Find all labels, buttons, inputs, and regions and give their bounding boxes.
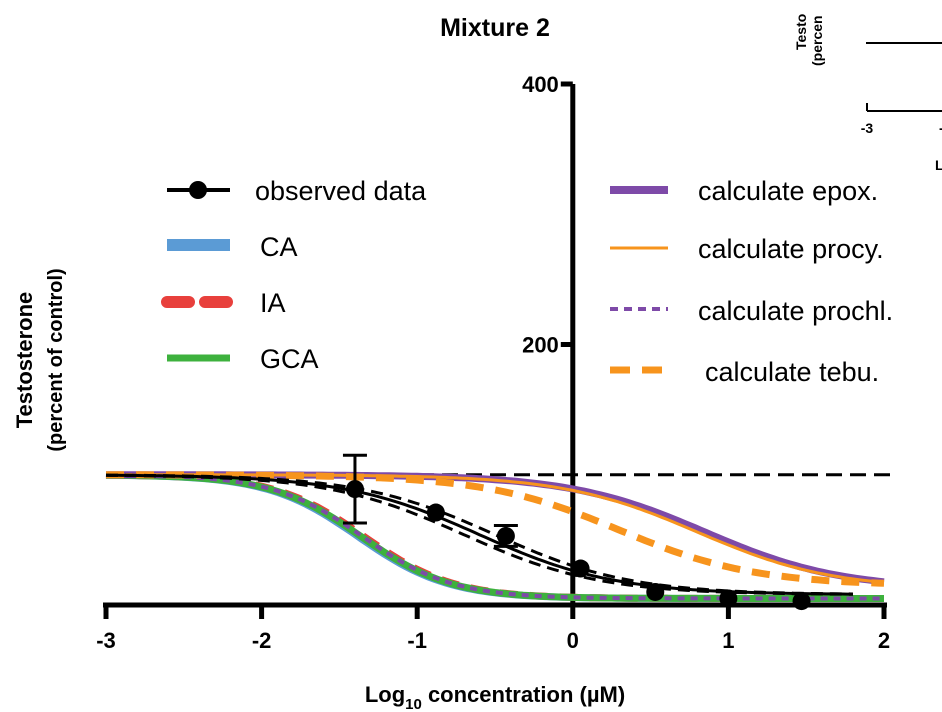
curve-calculate-epox: [106, 471, 885, 586]
curve-ca: [105, 471, 884, 602]
inset-ylabel-1: Testo: [793, 14, 809, 50]
inset-tick-label-2: -: [939, 120, 942, 136]
x-axis-label: Log10 concentration (µM): [365, 682, 625, 712]
x-tick-label: -2: [252, 628, 272, 653]
x-tick-label: 1: [722, 628, 734, 653]
x-tick-label: -1: [407, 628, 427, 653]
y-axis-label-2: (percent of control): [45, 268, 67, 451]
inset-panel: Testo (percen -3 - L: [793, 14, 942, 173]
inset-ylabel-2: (percen: [809, 15, 825, 66]
curve-calculate-prochl: [106, 473, 884, 601]
inset-xlabel: L: [935, 157, 942, 173]
x-tick-label: 2: [878, 628, 890, 653]
x-axis-label-sub: 10: [405, 696, 422, 712]
legend-observed: observed data: [255, 176, 427, 206]
chart-title: Mixture 2: [440, 14, 550, 42]
legend-ca: CA: [260, 232, 298, 262]
observed-point: [719, 589, 738, 608]
legend-procy: calculate procy.: [698, 234, 884, 264]
legend: observed data CA IA GCA calculate epox. …: [161, 176, 893, 387]
legend-gca: GCA: [260, 344, 319, 374]
x-axis-label-main: Log: [365, 682, 405, 707]
observed-point: [646, 582, 665, 601]
inset-tick-label-1: -3: [861, 120, 874, 136]
legend-tebu: calculate tebu.: [705, 357, 879, 387]
observed-points: [342, 453, 811, 611]
observed-point: [792, 592, 811, 611]
legend-epox: calculate epox.: [698, 176, 878, 206]
legend-marker-observed: [189, 181, 207, 199]
observed-point: [571, 559, 590, 578]
y-tick-label: 200: [522, 333, 559, 358]
x-tick-label: -3: [96, 628, 116, 653]
curves: [105, 471, 885, 602]
observed-point: [345, 480, 364, 499]
x-axis-label-rest: concentration (µM): [422, 682, 625, 707]
fit-curve: [105, 473, 853, 596]
curve-gca: [106, 471, 884, 602]
observed-point: [496, 526, 515, 545]
curve-calculate-procy: [106, 473, 885, 585]
y-tick-label: 400: [522, 72, 559, 97]
observed-point: [426, 503, 445, 522]
legend-prochl: calculate prochl.: [698, 296, 893, 326]
x-tick-label: 0: [567, 628, 579, 653]
curve-calculate-tebu: [106, 471, 885, 587]
y-axis-label-1: Testosterone: [12, 292, 37, 429]
legend-ia: IA: [260, 288, 286, 318]
curve-ia: [105, 471, 884, 602]
ci-upper-curve: [105, 473, 853, 596]
